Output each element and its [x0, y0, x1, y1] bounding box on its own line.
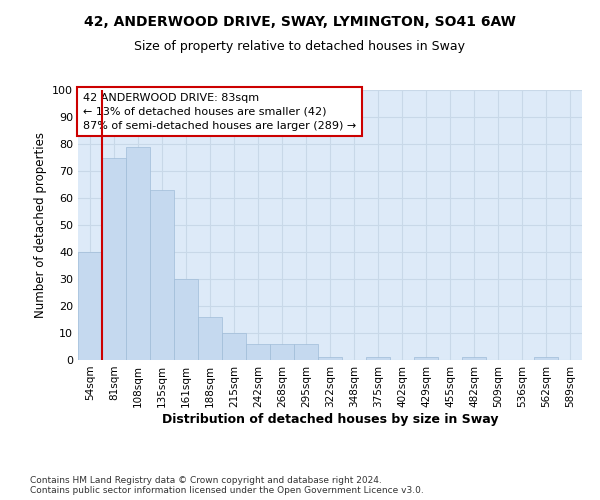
- Bar: [126, 146, 150, 360]
- Bar: [246, 344, 270, 360]
- Bar: [174, 279, 198, 360]
- Bar: [366, 358, 390, 360]
- Bar: [414, 358, 438, 360]
- Bar: [534, 358, 558, 360]
- Bar: [78, 252, 102, 360]
- Text: Size of property relative to detached houses in Sway: Size of property relative to detached ho…: [134, 40, 466, 53]
- Text: 42, ANDERWOOD DRIVE, SWAY, LYMINGTON, SO41 6AW: 42, ANDERWOOD DRIVE, SWAY, LYMINGTON, SO…: [84, 15, 516, 29]
- Bar: [222, 333, 246, 360]
- Bar: [150, 190, 174, 360]
- Text: Contains HM Land Registry data © Crown copyright and database right 2024.
Contai: Contains HM Land Registry data © Crown c…: [30, 476, 424, 495]
- Text: 42 ANDERWOOD DRIVE: 83sqm
← 13% of detached houses are smaller (42)
87% of semi-: 42 ANDERWOOD DRIVE: 83sqm ← 13% of detac…: [83, 92, 356, 130]
- Bar: [294, 344, 318, 360]
- X-axis label: Distribution of detached houses by size in Sway: Distribution of detached houses by size …: [162, 412, 498, 426]
- Y-axis label: Number of detached properties: Number of detached properties: [34, 132, 47, 318]
- Bar: [270, 344, 294, 360]
- Bar: [102, 158, 126, 360]
- Bar: [462, 358, 486, 360]
- Bar: [318, 358, 342, 360]
- Bar: [198, 317, 222, 360]
